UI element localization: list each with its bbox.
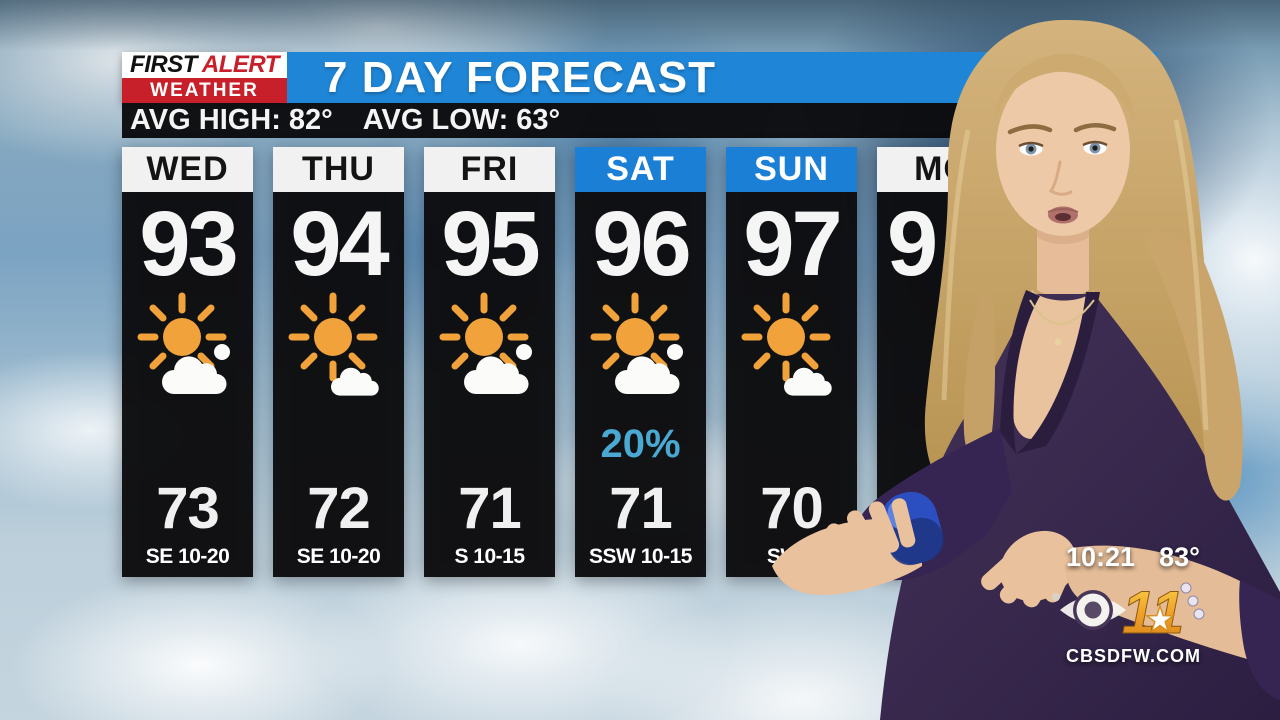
low-temp: 71	[609, 476, 673, 541]
bracelet	[1180, 582, 1205, 620]
day-column-sat: SAT 96	[575, 147, 706, 577]
brand-first: FIRST	[130, 51, 197, 78]
brand-weather: WEATHER	[122, 78, 287, 103]
mostly-sunny-icon	[288, 292, 379, 396]
low-temp: 73	[156, 476, 220, 541]
brand-alert: ALERT	[201, 51, 280, 78]
avg-low-label: AVG LOW:	[362, 104, 509, 136]
avg-low-value: 63°	[516, 104, 561, 136]
first-alert-text: FIRST ALERT	[122, 51, 287, 78]
high-temp: 95	[441, 193, 540, 295]
station-url: CBSDFW.COM	[1066, 646, 1201, 666]
day-column-fri: FRI 95	[424, 147, 555, 577]
avg-high-value: 82°	[288, 104, 333, 136]
low-temp: 72	[307, 476, 371, 541]
partly-cloudy-icon	[439, 292, 532, 395]
mostly-sunny-icon	[741, 292, 832, 396]
wind-forecast: SE 10-20	[145, 545, 230, 568]
day-name: WED	[122, 147, 253, 192]
wind-forecast: SSW 10-15	[589, 545, 692, 568]
partly-cloudy-icon	[590, 292, 683, 395]
low-temp: 71	[458, 476, 522, 541]
day-name: THU	[273, 147, 404, 192]
high-temp: 94	[290, 193, 389, 295]
partly-cloudy-icon	[137, 292, 230, 395]
channel-number: 11	[1122, 579, 1184, 645]
station-bug: 10:21 83° 11 CBSDFW.COM	[1054, 542, 1224, 667]
necklace	[1029, 299, 1095, 325]
page-title: 7 DAY FORECAST	[323, 53, 716, 102]
first-alert-weather-logo: FIRST ALERT WEATHER	[122, 51, 287, 103]
clock-time: 10:21	[1066, 542, 1136, 572]
current-temp: 83°	[1159, 542, 1200, 572]
high-temp: 97	[743, 193, 842, 295]
day-name: FRI	[424, 147, 555, 192]
day-column-wed: WED 93	[122, 147, 253, 577]
high-temp: 93	[139, 193, 238, 295]
day-name: SUN	[726, 147, 857, 192]
day-column-sun: SUN 97	[726, 147, 857, 577]
high-temp: 9	[887, 193, 938, 295]
forecast-board: WED 93	[122, 147, 1008, 577]
wind-forecast: SE 10-20	[296, 545, 381, 568]
avg-high-label: AVG HIGH:	[130, 104, 281, 136]
precip-chance: 20%	[600, 422, 681, 466]
star-icon	[1144, 603, 1176, 634]
high-temp: 96	[592, 193, 691, 295]
day-column-thu: THU 94	[273, 147, 404, 577]
cbs-eye-icon	[1060, 590, 1126, 630]
wind-forecast: S 10-15	[454, 545, 525, 568]
low-temp: 70	[760, 476, 824, 541]
presenter-figure	[772, 20, 1280, 720]
day-name: SAT	[575, 147, 706, 192]
cbs-11-logo: 11	[1056, 575, 1224, 650]
